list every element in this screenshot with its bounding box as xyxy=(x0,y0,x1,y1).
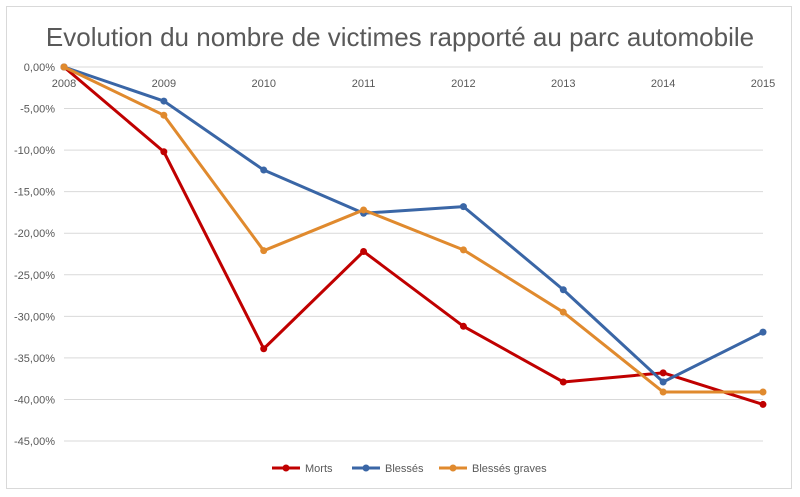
data-point xyxy=(160,97,168,105)
data-point xyxy=(659,369,667,377)
data-point xyxy=(559,286,567,294)
data-point xyxy=(260,166,268,174)
x-tick-label: 2013 xyxy=(551,78,575,90)
series-lines xyxy=(60,63,767,408)
x-tick-label: 2008 xyxy=(52,78,76,90)
data-point xyxy=(759,388,767,396)
y-tick-label: -35,00% xyxy=(14,353,55,365)
legend-label: Blessés graves xyxy=(472,463,547,475)
data-point xyxy=(260,345,268,353)
series-line xyxy=(63,65,763,394)
data-point xyxy=(659,378,667,386)
legend-label: Blessés xyxy=(385,463,424,475)
data-point xyxy=(360,248,368,256)
y-tick-label: -30,00% xyxy=(14,311,55,323)
y-tick-label: -20,00% xyxy=(14,228,55,240)
data-point xyxy=(459,203,467,211)
grid-lines xyxy=(64,66,763,442)
x-tick-label: 2015 xyxy=(751,78,775,90)
x-axis-tick-labels: 2008 2009 2010 2011 2012 2013 2014 2015 xyxy=(52,78,775,90)
x-tick-label: 2010 xyxy=(251,78,275,90)
data-point xyxy=(459,322,467,330)
legend-marker xyxy=(362,464,370,472)
y-tick-label: -10,00% xyxy=(14,145,55,157)
y-tick-label: -5,00% xyxy=(20,104,55,116)
x-tick-label: 2012 xyxy=(451,78,475,90)
data-point xyxy=(559,378,567,386)
x-tick-label: 2009 xyxy=(152,78,176,90)
data-point xyxy=(160,148,168,156)
x-tick-label: 2011 xyxy=(352,78,376,90)
y-axis-tick-labels: 0,00% -5,00% -10,00% -15,00% -20,00% -25,00% -… xyxy=(14,62,55,448)
data-point xyxy=(759,400,767,408)
y-tick-label: -45,00% xyxy=(14,436,55,448)
data-point xyxy=(659,388,667,396)
data-point xyxy=(60,63,68,71)
y-tick-label: -15,00% xyxy=(14,187,55,199)
data-point xyxy=(459,246,467,254)
data-point xyxy=(559,308,567,316)
data-point xyxy=(759,328,767,336)
series-line xyxy=(63,65,764,384)
legend: Morts Blessés Blessés graves xyxy=(272,463,547,475)
chart-frame xyxy=(6,6,792,489)
y-tick-label: -40,00% xyxy=(14,394,55,406)
series-line xyxy=(63,65,764,406)
legend-label: Morts xyxy=(305,463,333,475)
data-point xyxy=(260,247,268,255)
y-tick-label: 0,00% xyxy=(24,62,55,74)
chart-title: Evolution du nombre de victimes rapporté… xyxy=(45,22,755,52)
x-tick-label: 2014 xyxy=(651,78,675,90)
data-point xyxy=(160,111,168,119)
y-tick-label: -25,00% xyxy=(14,270,55,282)
legend-marker xyxy=(282,464,290,472)
legend-marker xyxy=(449,464,457,472)
data-point xyxy=(360,206,368,214)
